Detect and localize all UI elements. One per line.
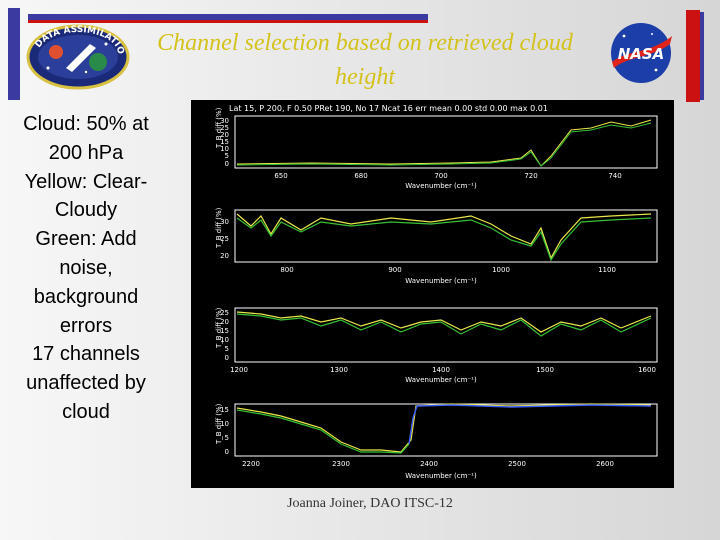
note-line: Green: Add	[35, 228, 137, 251]
xtick: 1500	[536, 366, 554, 374]
decorative-bar-left	[8, 8, 20, 100]
xtick: 2400	[420, 460, 438, 468]
ytick: 30	[220, 117, 229, 125]
ytick: 0	[225, 160, 229, 168]
xtick: 740	[608, 172, 621, 180]
notes-text: Cloud: 50% at 200 hPa Yellow: Clear- Clo…	[4, 110, 168, 427]
decorative-bar-right	[686, 10, 700, 102]
xtick: 1200	[230, 366, 248, 374]
xtick: 900	[388, 266, 401, 274]
note-line: 17 channels	[32, 343, 140, 366]
panel-1-xlabel: Wavenumber (cm⁻¹)	[405, 182, 477, 190]
ytick: 25	[220, 124, 229, 132]
ytick: 5	[225, 434, 229, 442]
note-line: noise,	[59, 256, 113, 279]
svg-text:NASA: NASA	[618, 45, 665, 63]
xtick: 2300	[332, 460, 350, 468]
panel-2-xlabel: Wavenumber (cm⁻¹)	[405, 277, 477, 285]
note-line: background	[33, 285, 139, 308]
ytick: 10	[220, 145, 229, 153]
xtick: 800	[280, 266, 293, 274]
ytick: 20	[220, 131, 229, 139]
ytick: 15	[220, 406, 229, 414]
ytick: 30	[220, 218, 229, 226]
ytick: 15	[220, 138, 229, 146]
spectra-figure: Lat 15, P 200, F 0.50 PRet 190, No 17 Nc…	[191, 100, 674, 488]
note-line: 200 hPa	[48, 141, 124, 164]
spectra-plot: Lat 15, P 200, F 0.50 PRet 190, No 17 Nc…	[215, 104, 658, 480]
xtick: 650	[274, 172, 287, 180]
decorative-bar-top	[28, 14, 428, 20]
figure-header: Lat 15, P 200, F 0.50 PRet 190, No 17 Nc…	[229, 104, 548, 113]
xtick: 1400	[432, 366, 450, 374]
note-line: Cloud: 50% at	[23, 113, 149, 135]
xtick: 680	[354, 172, 367, 180]
ytick: 5	[225, 152, 229, 160]
ytick: 15	[220, 327, 229, 335]
ytick: 20	[220, 318, 229, 326]
ytick: 0	[225, 354, 229, 362]
xtick: 720	[524, 172, 537, 180]
note-line: Yellow: Clear-	[24, 170, 148, 193]
ytick: 0	[225, 448, 229, 456]
panel-4-ylabel: T_B diff (%)	[215, 403, 223, 445]
panel-1-ylabel: T_B diff (%)	[215, 107, 223, 149]
decorative-bar-right-blue	[700, 12, 704, 100]
xtick: 2500	[508, 460, 526, 468]
xtick: 2200	[242, 460, 260, 468]
ytick: 25	[220, 235, 229, 243]
ytick: 20	[220, 252, 229, 260]
xtick: 2600	[596, 460, 614, 468]
footer-credit: Joanna Joiner, DAO ITSC-12	[287, 496, 453, 511]
note-line: unaffected by	[26, 372, 146, 395]
xtick: 1600	[638, 366, 656, 374]
xtick: 700	[434, 172, 447, 180]
xtick: 1300	[330, 366, 348, 374]
note-line: Cloudy	[54, 199, 118, 222]
panel-4-xlabel: Wavenumber (cm⁻¹)	[405, 472, 477, 480]
panel-3: T_B diff (%) 25 20 15 10 5 0 1200 1300 1…	[215, 307, 658, 384]
ytick: 10	[220, 336, 229, 344]
panel-3-xlabel: Wavenumber (cm⁻¹)	[405, 376, 477, 384]
slide-title: Channel selection based on retrieved clo…	[157, 30, 573, 90]
note-line: cloud	[62, 400, 110, 423]
panel-1: T_B diff (%) 30 25 20 15 10 5 0 650 680 …	[215, 107, 658, 190]
nasa-logo: NASA	[611, 23, 672, 83]
panel-3-ylabel: T_B diff (%)	[215, 307, 223, 349]
panel-4: T_B diff (%) 15 10 5 0 2200 2300 2400 25…	[215, 403, 658, 480]
ytick: 10	[220, 420, 229, 428]
note-line: errors	[59, 314, 113, 337]
panel-2: T_B diff (%) 30 25 20 800 900 1000 1100 …	[215, 207, 658, 285]
ytick: 25	[220, 309, 229, 317]
ytick: 5	[225, 345, 229, 353]
xtick: 1100	[598, 266, 616, 274]
xtick: 1000	[492, 266, 510, 274]
decorative-bar-top-red	[28, 20, 428, 23]
panel-2-ylabel: T_B diff (%)	[215, 207, 223, 249]
